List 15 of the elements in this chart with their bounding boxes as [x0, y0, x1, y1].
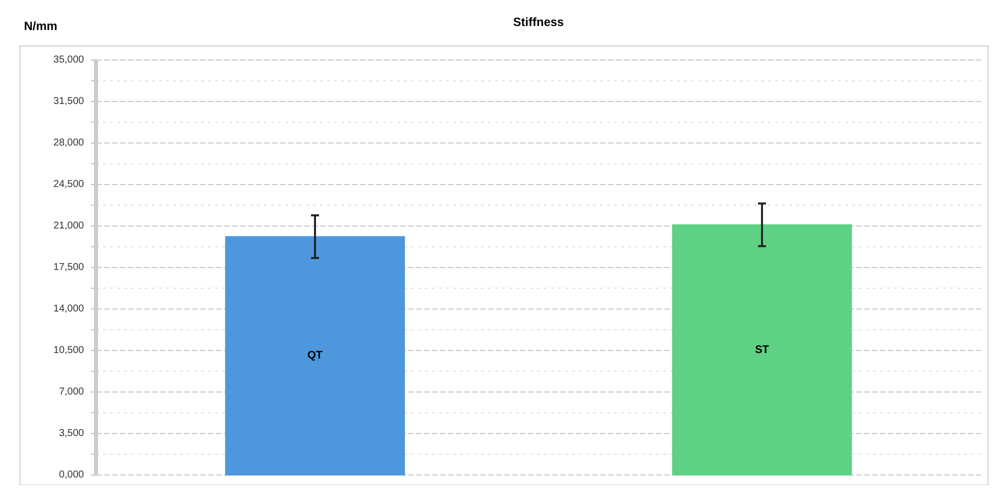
y-tick-label: 28,000	[53, 138, 84, 149]
y-tick-label: 24,500	[53, 179, 84, 190]
y-tick-label: 17,500	[53, 262, 84, 274]
y-tick-label: 31,500	[53, 96, 84, 108]
chart-title: Stiffness	[513, 15, 564, 29]
y-tick-label: 7,000	[58, 386, 84, 398]
x-tick-label: ST	[754, 344, 770, 356]
y-tick-label: 3,500	[58, 428, 84, 440]
y-tick-label: 0,000	[58, 470, 84, 481]
y-axis-title: N/mm	[24, 19, 58, 33]
y-tick-label: 10,500	[53, 345, 84, 356]
y-tick-label: 21,000	[53, 220, 84, 232]
x-tick-label: QT	[307, 350, 323, 362]
y-tick-label: 35,000	[53, 54, 84, 66]
y-tick-label: 14,000	[53, 304, 84, 315]
